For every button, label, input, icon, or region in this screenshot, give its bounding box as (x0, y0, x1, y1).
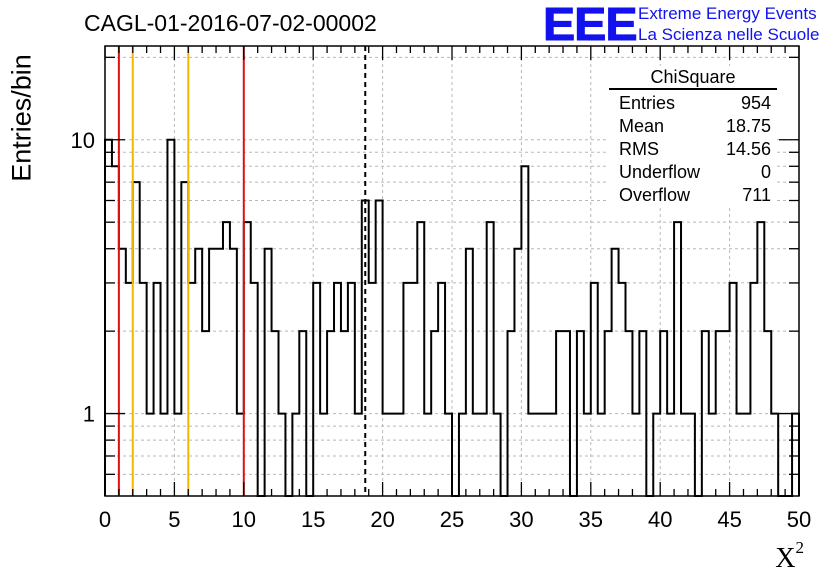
stats-label: RMS (619, 139, 659, 159)
histogram-bin (140, 283, 147, 496)
histogram-bin (209, 249, 216, 496)
x-tick-label: 20 (370, 507, 394, 532)
stats-label: Overflow (619, 185, 691, 205)
logo-text-line1: Extreme Energy Events (638, 4, 817, 23)
histogram-bin (195, 249, 202, 496)
histogram-bin (105, 140, 112, 496)
histogram-bin (438, 283, 445, 496)
histogram-bin (591, 283, 598, 496)
histogram-bin (230, 249, 237, 496)
x-tick-label: 25 (440, 507, 464, 532)
stats-row-entries: Entries 954 (619, 92, 771, 115)
histogram-bin (348, 283, 355, 496)
histogram-bin (126, 283, 133, 496)
histogram-bin (251, 283, 258, 496)
stats-title: ChiSquare (650, 67, 736, 87)
logo-text-line2: La Scienza nelle Scuole (638, 25, 820, 44)
histogram-bin (514, 249, 521, 496)
x-tick-label: 30 (509, 507, 533, 532)
histogram-bin (181, 182, 188, 496)
y-tick-label: 10 (71, 128, 95, 153)
histogram-bin (757, 222, 764, 496)
histogram-bin (466, 249, 473, 496)
histogram-bin (167, 140, 174, 496)
chart-title: CAGL-01-2016-07-02-00002 (84, 10, 377, 36)
stats-value: 954 (740, 93, 771, 113)
x-tick-label: 40 (648, 507, 672, 532)
stats-label: Underflow (619, 162, 701, 182)
histogram-bin (674, 222, 681, 496)
y-tick-label: 1 (83, 402, 95, 427)
stats-label: Mean (619, 116, 665, 136)
stats-row-mean: Mean 18.75 (619, 115, 771, 138)
histogram-bin (487, 222, 494, 496)
stats-label: Entries (619, 93, 676, 113)
histogram-bin (265, 249, 272, 496)
histogram-bin (244, 222, 251, 496)
stats-value: 14.56 (725, 139, 771, 159)
stats-row-rms: RMS 14.56 (619, 138, 771, 161)
x-axis-label-main: X (775, 543, 796, 574)
eee-logo-mark: EEE (542, 0, 638, 50)
x-tick-label: 0 (99, 507, 111, 532)
stats-row-underflow: Underflow 0 (619, 161, 771, 184)
x-tick-label: 50 (787, 507, 811, 532)
histogram-bin (750, 283, 757, 496)
x-tick-label: 45 (717, 507, 741, 532)
histogram-bin (417, 222, 424, 496)
histogram-bin (154, 283, 161, 496)
histogram-bin (188, 283, 195, 496)
x-tick-label: 15 (301, 507, 325, 532)
histogram-bin (334, 283, 341, 496)
stats-value: 18.75 (725, 116, 771, 136)
histogram-bin (369, 283, 376, 496)
histogram-bin (119, 249, 126, 496)
histogram-bin (730, 283, 737, 496)
histogram-bin (376, 201, 383, 496)
x-axis-label-sup: 2 (795, 538, 805, 557)
stats-row-overflow: Overflow 711 (619, 184, 771, 207)
stats-divider (609, 88, 777, 90)
histogram-bin (313, 283, 320, 496)
histogram-bin (223, 222, 230, 496)
eee-logo: EEE Extreme Energy Events La Scienza nel… (542, 0, 833, 50)
histogram-bin (133, 182, 140, 496)
stats-value: 711 (742, 185, 771, 205)
x-tick-label: 5 (168, 507, 180, 532)
histogram-bin (216, 249, 223, 496)
histogram-bin (612, 249, 619, 496)
histogram-bin (403, 283, 410, 496)
x-axis-label: X2 (775, 538, 804, 575)
x-tick-label: 35 (579, 507, 603, 532)
x-tick-label: 10 (232, 507, 256, 532)
histogram-bin (410, 283, 417, 496)
histogram-bin (619, 283, 626, 496)
histogram-outline (104, 138, 800, 497)
stats-box: ChiSquare Entries 954 Mean 18.75 RMS 14.56 Und… (609, 66, 777, 206)
stats-value: 0 (760, 162, 771, 182)
